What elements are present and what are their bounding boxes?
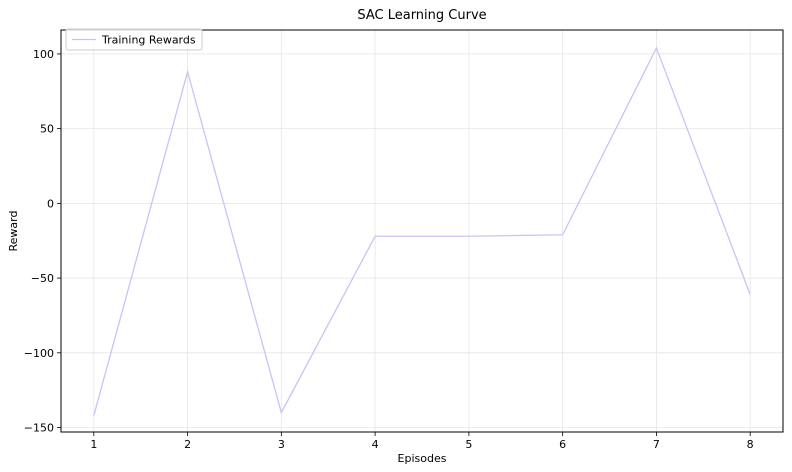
x-tick-label: 5 bbox=[465, 438, 472, 451]
series-line-training-rewards bbox=[93, 46, 751, 416]
legend-box bbox=[65, 28, 203, 51]
y-tick-label: −100 bbox=[24, 347, 54, 360]
legend: Training Rewards bbox=[65, 28, 203, 51]
y-tick-label: 0 bbox=[47, 197, 54, 210]
y-tick-label: −50 bbox=[31, 272, 54, 285]
grid-lines bbox=[61, 30, 783, 432]
y-tick-label: −150 bbox=[24, 422, 54, 435]
x-tick-label: 7 bbox=[653, 438, 660, 451]
y-tick-label: 100 bbox=[33, 48, 54, 61]
x-tick-label: 8 bbox=[747, 438, 754, 451]
x-tick-label: 6 bbox=[559, 438, 566, 451]
chart-title: SAC Learning Curve bbox=[357, 8, 486, 23]
x-tick-label: 3 bbox=[278, 438, 285, 451]
plot-frame bbox=[60, 29, 784, 433]
x-tick-label: 1 bbox=[90, 438, 97, 451]
x-axis-ticks: 1 2 3 4 5 6 7 8 bbox=[90, 432, 754, 451]
y-axis-label: Reward bbox=[7, 211, 20, 252]
x-tick-label: 4 bbox=[372, 438, 379, 451]
x-tick-label: 2 bbox=[184, 438, 191, 451]
legend-label: Training Rewards bbox=[101, 34, 196, 47]
y-tick-label: 50 bbox=[40, 123, 54, 136]
y-axis-ticks: −150 −100 −50 0 50 100 bbox=[24, 48, 61, 435]
x-axis-label: Episodes bbox=[398, 452, 447, 465]
